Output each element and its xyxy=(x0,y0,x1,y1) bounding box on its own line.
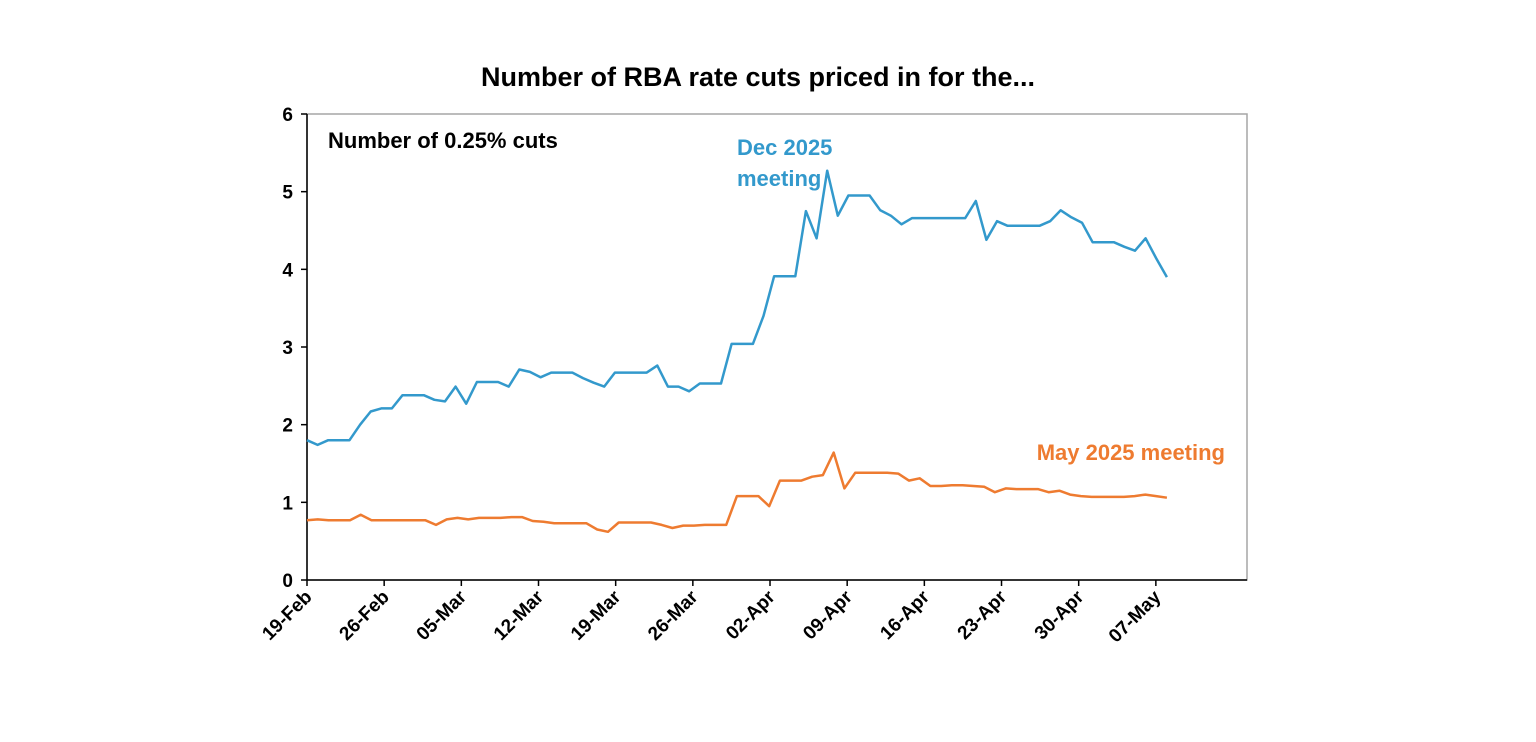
x-tick-label: 19-Feb xyxy=(258,587,316,645)
series-labels: Dec 2025 meeting May 2025 meeting xyxy=(737,135,1225,465)
y-tick-label: 5 xyxy=(282,183,293,204)
y-tick-label: 0 xyxy=(282,571,293,592)
x-tick-label: 23-Apr xyxy=(954,586,1012,644)
y-axis: 0 1 2 3 4 5 6 xyxy=(282,105,307,592)
y-tick-label: 3 xyxy=(282,338,293,359)
y-tick-label: 2 xyxy=(282,416,293,437)
y-tick-label: 1 xyxy=(282,493,293,514)
series-label-dec-2025: meeting xyxy=(737,166,821,191)
x-tick-label: 07-May xyxy=(1105,586,1166,647)
x-tick-label: 16-Apr xyxy=(876,586,934,644)
x-tick-label: 26-Feb xyxy=(336,587,394,645)
x-tick-label: 09-Apr xyxy=(799,586,857,644)
x-tick-label: 05-Mar xyxy=(413,586,472,645)
x-tick-label: 30-Apr xyxy=(1031,586,1089,644)
x-tick-label: 26-Mar xyxy=(644,586,703,645)
x-tick-label: 19-Mar xyxy=(567,586,626,645)
x-axis: 19-Feb 26-Feb 05-Mar 12-Mar 19-Mar 26-Mar 02-A… xyxy=(258,580,1247,647)
chart-title: Number of RBA rate cuts priced in for th… xyxy=(481,62,1035,92)
y-tick-label: 4 xyxy=(282,260,293,281)
x-tick-label: 12-Mar xyxy=(490,586,549,645)
x-tick-label: 02-Apr xyxy=(722,586,780,644)
series-layer xyxy=(307,171,1167,532)
units-annotation: Number of 0.25% cuts xyxy=(328,128,558,153)
series-label-may-2025: May 2025 meeting xyxy=(1037,440,1225,465)
series-line-dec-2025 xyxy=(307,171,1167,445)
y-tick-label: 6 xyxy=(282,105,293,126)
series-label-dec-2025: Dec 2025 xyxy=(737,135,832,160)
